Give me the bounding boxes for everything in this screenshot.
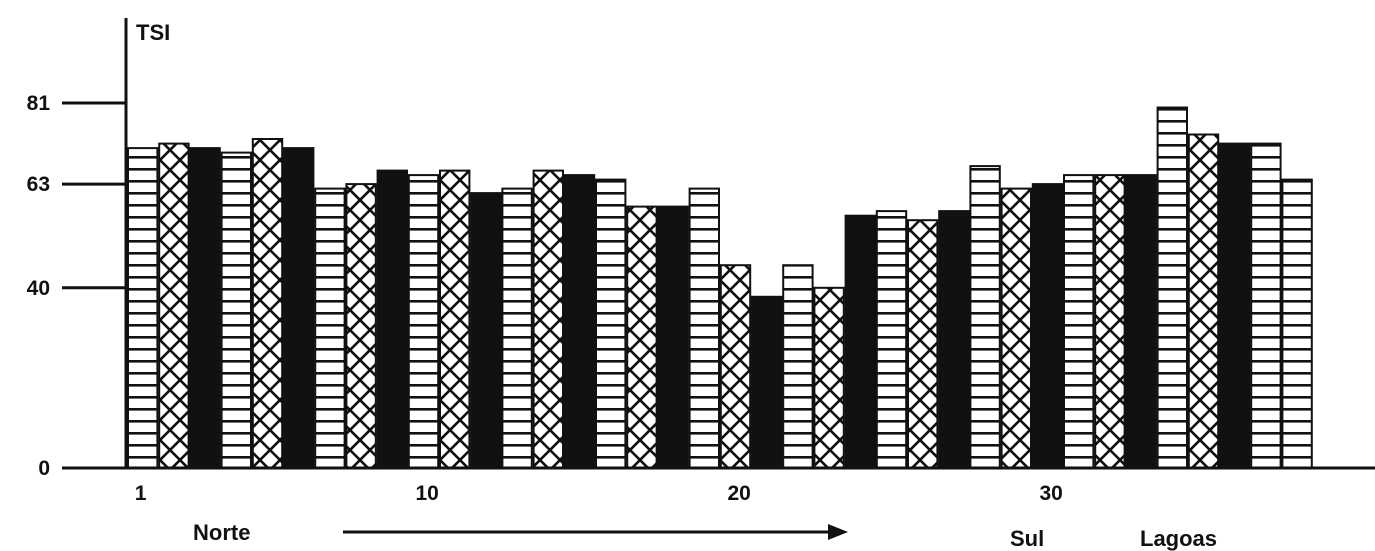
bar-16 [595,178,627,469]
bar-27 [938,210,970,469]
bar-8 [345,183,377,469]
bar-9 [376,169,409,469]
x-tick-label-30: 30 [1040,482,1063,505]
bar-7 [314,187,346,469]
bar-35 [1187,133,1220,469]
bar-5 [251,138,284,469]
bar-24 [844,214,876,469]
x-ticks-group: 1 10 20 30 [135,482,1063,505]
y-tick-label-81: 81 [27,92,51,115]
y-ticks-group: 0 40 63 81 [27,92,126,480]
bar-2 [158,142,190,469]
bar-32 [1094,174,1126,469]
bar-36 [1219,142,1251,469]
bar-31 [1063,174,1095,469]
y-tick-label-0: 0 [38,457,50,480]
bar-10 [407,174,440,469]
x-tick-label-1: 1 [135,482,147,505]
bar-33 [1125,174,1157,469]
bar-25 [875,210,908,469]
bar-38 [1281,178,1313,469]
bar-11 [439,169,471,469]
bar-4 [220,151,253,469]
bar-26 [907,219,939,469]
bar-20 [719,264,752,470]
annotation-sul: Sul [1010,526,1044,551]
bar-29 [1000,187,1032,469]
bar-14 [532,169,564,469]
bar-3 [189,147,221,469]
bar-17 [626,205,658,469]
bar-34 [1156,106,1188,469]
bar-6 [283,147,315,469]
bar-13 [501,187,533,469]
bar-23 [813,286,845,469]
y-axis-label: TSI [136,20,170,45]
bar-1 [127,147,159,469]
annotation-lagoas: Lagoas [1140,526,1217,551]
bar-19 [688,187,720,469]
bar-37 [1250,142,1282,469]
bars-group [127,106,1313,470]
bar-28 [969,165,1001,469]
bar-22 [782,264,814,470]
x-tick-label-20: 20 [728,482,751,505]
annotation-norte: Norte [193,520,250,545]
bar-30 [1031,183,1064,469]
bar-15 [563,174,596,469]
bar-12 [470,192,502,469]
bar-21 [751,295,783,469]
y-tick-label-63: 63 [27,173,50,196]
y-tick-label-40: 40 [27,277,50,300]
direction-arrow-head [828,524,848,540]
x-tick-label-10: 10 [416,482,439,505]
bar-18 [657,205,689,469]
